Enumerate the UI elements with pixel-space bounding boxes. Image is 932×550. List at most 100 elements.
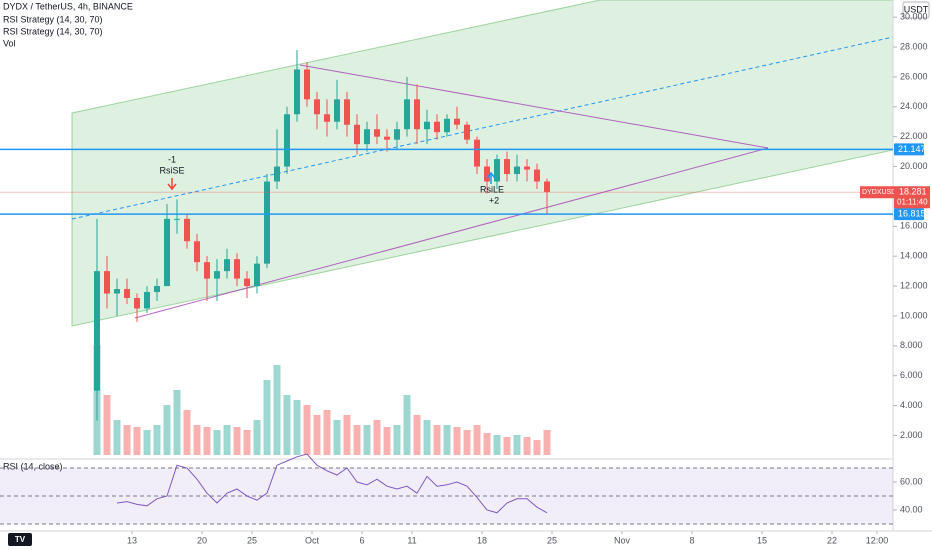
- candle-body: [484, 166, 490, 182]
- rsi-title: RSI (14, close): [3, 461, 63, 471]
- candle-body: [504, 159, 510, 175]
- volume-bar: [133, 427, 141, 455]
- candle-body: [244, 278, 250, 287]
- channel-midline: [71, 36, 894, 220]
- volume-bar: [273, 365, 281, 455]
- svg-text:TV: TV: [15, 535, 26, 544]
- y-tick-label: 12.000: [900, 280, 928, 290]
- signal-label: RsiLE: [480, 184, 504, 194]
- symbol-title: DYDX / TetherUS, 4h, BINANCE: [3, 1, 133, 11]
- rsi-y-tick-label: 40.00: [900, 504, 923, 514]
- signal-arrow-down: [167, 178, 177, 191]
- volume-bar: [533, 440, 541, 455]
- x-tick-label: 20: [197, 535, 207, 545]
- volume-bar: [193, 425, 201, 455]
- y-tick-label: 6.000: [900, 370, 923, 380]
- candle-body: [254, 263, 260, 287]
- price-tag-label: 18.281: [899, 187, 927, 197]
- x-tick-label: 25: [547, 535, 557, 545]
- candle-body: [324, 114, 330, 122]
- candle-body: [274, 166, 280, 182]
- volume-bar: [143, 430, 151, 455]
- candle-body: [434, 121, 440, 133]
- volume-bar: [393, 425, 401, 455]
- candle-body: [234, 259, 240, 279]
- x-tick-label: 8: [689, 535, 694, 545]
- candle-body: [424, 121, 430, 130]
- candle-body: [304, 69, 310, 100]
- candle-body: [264, 181, 270, 264]
- level-tag: [894, 143, 924, 156]
- volume-bar: [343, 415, 351, 455]
- volume-bar: [413, 415, 421, 455]
- y-tick-label: 2.000: [900, 430, 923, 440]
- volume-bar: [153, 425, 161, 455]
- study-label: RSI Strategy (14, 30, 70): [3, 26, 103, 36]
- y-tick-label: 14.000: [900, 251, 928, 261]
- candle-body: [174, 218, 180, 220]
- volume-bar: [263, 380, 271, 455]
- currency-box[interactable]: [902, 1, 930, 19]
- candle-body: [414, 99, 420, 130]
- x-tick-label: 22: [827, 535, 837, 545]
- x-tick-label: Nov: [614, 535, 631, 545]
- candle-body: [404, 99, 410, 130]
- volume-bar: [173, 390, 181, 455]
- volume-bar: [423, 420, 431, 455]
- candle-body: [454, 118, 460, 125]
- volume-bar: [293, 400, 301, 455]
- y-tick-label: 16.000: [900, 221, 928, 231]
- rsi-y-tick-label: 60.00: [900, 476, 923, 486]
- volume-bar: [233, 427, 241, 455]
- volume-bar: [373, 420, 381, 455]
- volume-bar: [383, 427, 391, 455]
- candle-body: [104, 271, 110, 294]
- study-label: RSI Strategy (14, 30, 70): [3, 14, 103, 24]
- y-tick-label: 20.000: [900, 161, 928, 171]
- signal-label: RsiSE: [159, 165, 184, 175]
- x-tick-label: 6: [359, 535, 364, 545]
- candle-body: [444, 118, 450, 133]
- y-tick-label: 28.000: [900, 41, 928, 51]
- volume-bar: [183, 410, 191, 455]
- volume-bar: [403, 395, 411, 455]
- candle-body: [464, 124, 470, 140]
- y-tick-label: 22.000: [900, 131, 928, 141]
- volume-bar: [463, 430, 471, 455]
- signal-count: +2: [489, 195, 499, 205]
- volume-bar: [453, 427, 461, 455]
- candle-body: [494, 159, 500, 182]
- symbol-tag: [860, 186, 894, 199]
- candle-body: [544, 181, 550, 192]
- volume-bar: [323, 410, 331, 455]
- candle-body: [214, 271, 220, 279]
- y-tick-label: 8.000: [900, 340, 923, 350]
- level-tag-label: 21.147: [898, 144, 926, 154]
- candle-body: [334, 99, 340, 122]
- volume-bar: [353, 425, 361, 455]
- symbol-tag-label: DYDXUSDT: [862, 189, 901, 196]
- volume-bar: [543, 430, 551, 455]
- volume-bar: [113, 420, 121, 455]
- candle-body: [364, 129, 370, 145]
- level-tag: [894, 208, 924, 221]
- x-tick-label: 15: [757, 535, 767, 545]
- y-tick-label: 4.000: [900, 400, 923, 410]
- signal-count: -1: [168, 154, 176, 164]
- volume-bar: [443, 425, 451, 455]
- logo: TV: [8, 533, 32, 546]
- y-tick-label: 10.000: [900, 310, 928, 320]
- volume-bar: [333, 420, 341, 455]
- volume-bar: [433, 425, 441, 455]
- volume-bar: [123, 425, 131, 455]
- rsi-line: [116, 453, 548, 514]
- volume-bar: [483, 433, 491, 455]
- x-tick-label: 13: [127, 535, 137, 545]
- volume-bar: [503, 437, 511, 455]
- x-tick-label: Oct: [305, 535, 320, 545]
- candle-body: [514, 166, 520, 175]
- volume-bar: [473, 425, 481, 455]
- candle-body: [474, 139, 480, 167]
- y-tick-label: 26.000: [900, 71, 928, 81]
- candle-body: [524, 166, 530, 170]
